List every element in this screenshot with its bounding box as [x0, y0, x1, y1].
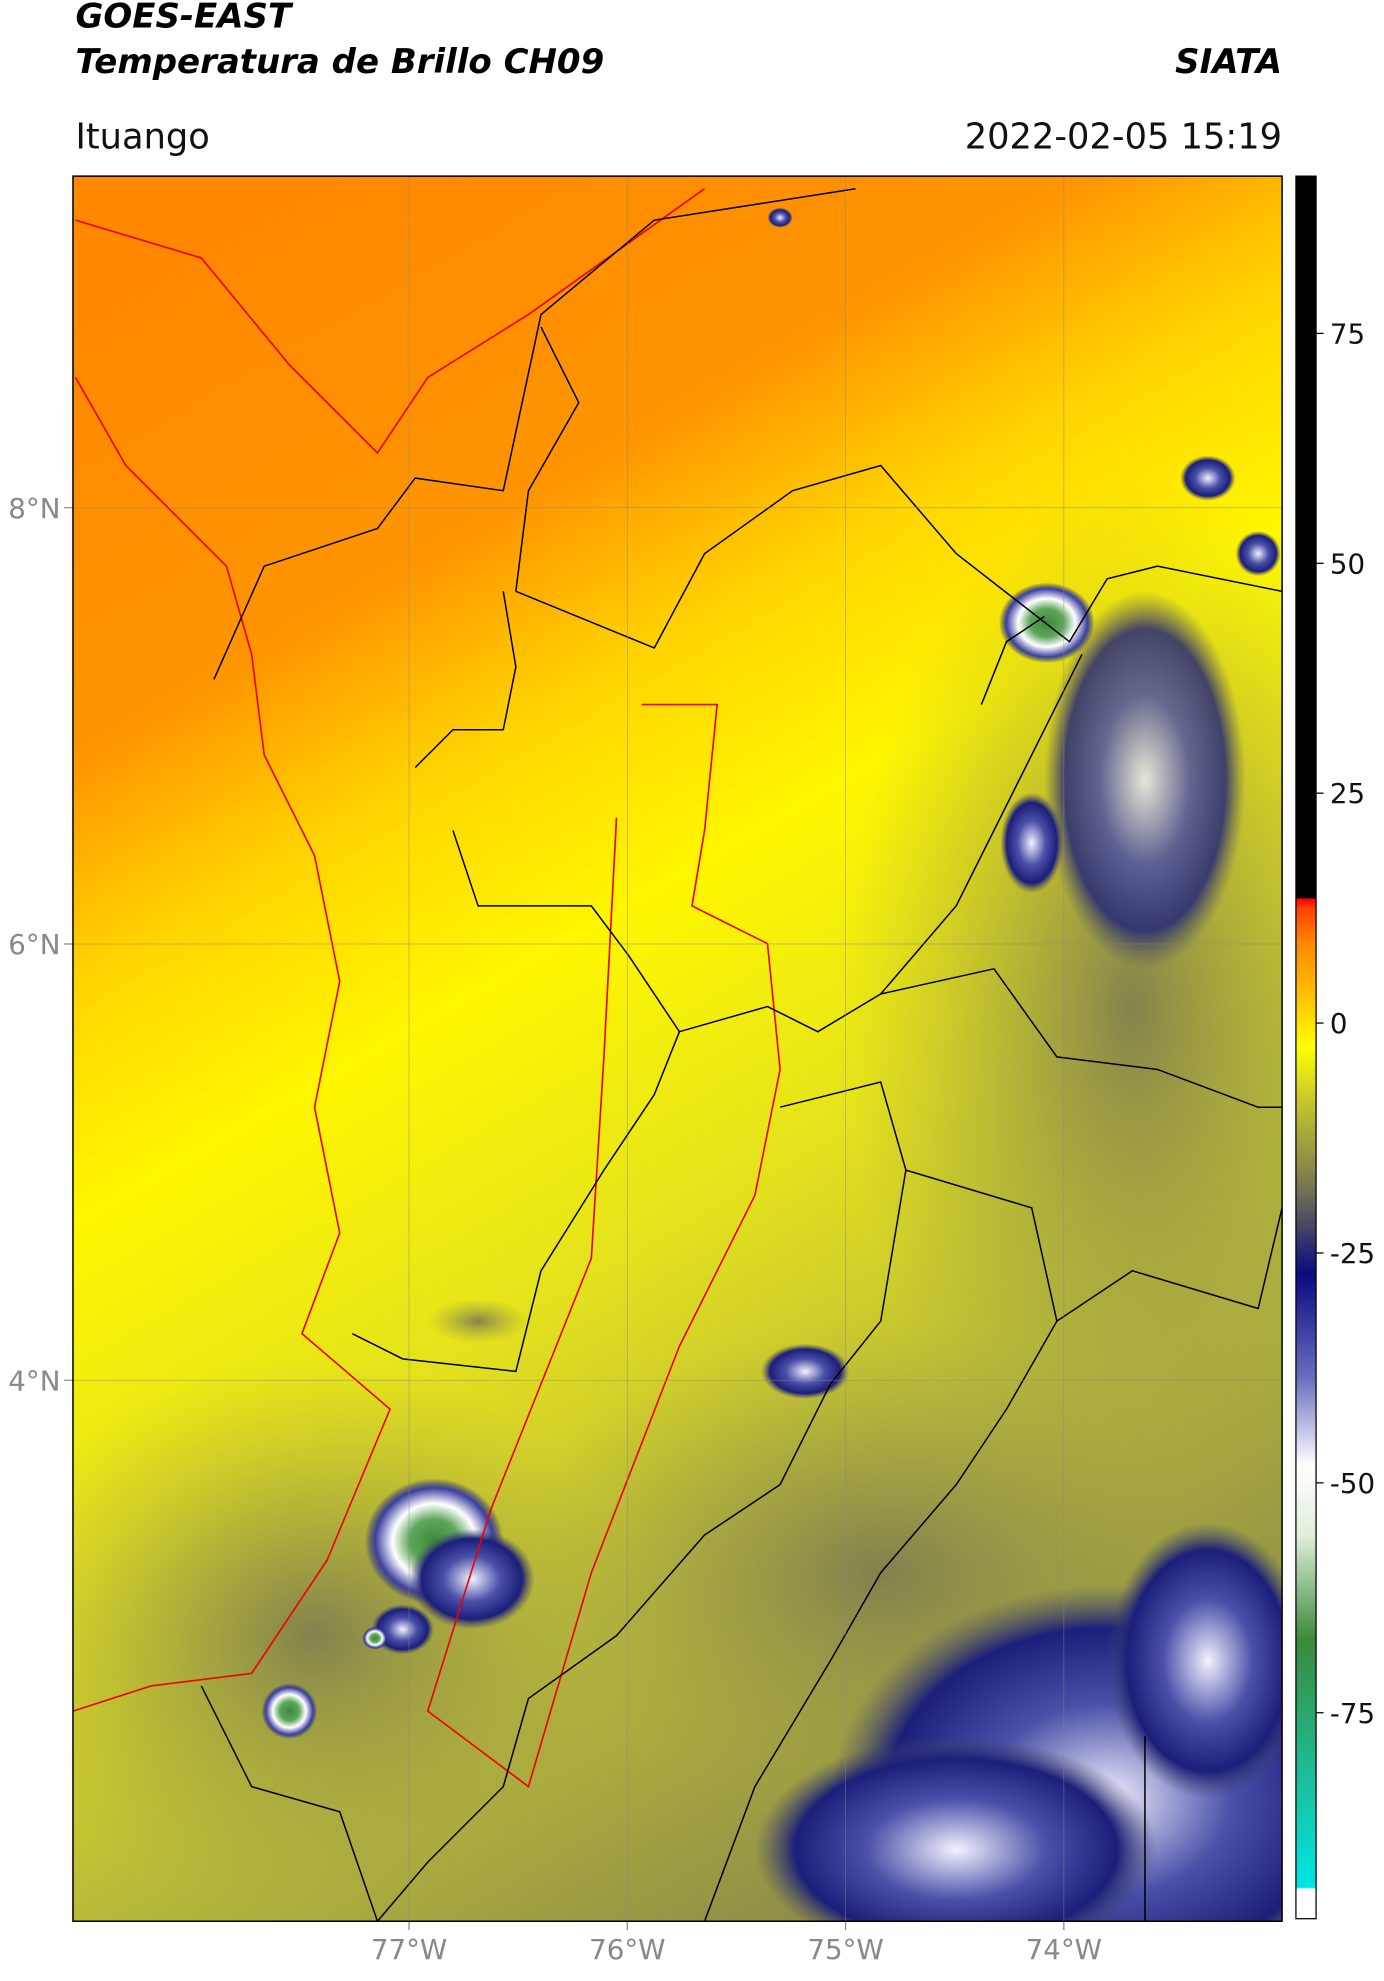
colorbar-tick-label: 50: [1330, 547, 1365, 580]
region: Ituango: [75, 116, 209, 157]
colorbar-tick-label: -25: [1330, 1237, 1375, 1270]
colorbar-tick-label: 0: [1330, 1007, 1348, 1040]
colorbar-tick-label: -50: [1330, 1467, 1375, 1500]
colorbar: [1295, 175, 1317, 1920]
y-tick-label: 4°N: [8, 1364, 60, 1397]
map-image: [72, 176, 1283, 1922]
y-tick-label: 8°N: [8, 492, 60, 525]
x-tick-label: 77°W: [371, 1933, 447, 1966]
graticule: 77°W 76°W 75°W 74°W 8°N 6°N 4°N: [8, 176, 1283, 1966]
y-tick-label: 6°N: [8, 928, 60, 961]
colorbar-ticks: 75 50 25 0 -25 -50 -75: [1316, 317, 1375, 1730]
title: GOES-EAST: [75, 0, 293, 37]
colorbar-tick-label: 75: [1330, 317, 1365, 350]
colorbar-tick-label: 25: [1330, 777, 1365, 810]
x-tick-label: 74°W: [1026, 1933, 1102, 1966]
colorbar-tick-label: -75: [1330, 1697, 1375, 1730]
subtitle: Temperatura de Brillo CH09: [75, 42, 604, 82]
map-frame: [72, 175, 1283, 1922]
source: SIATA: [1175, 42, 1282, 82]
timestamp: 2022-02-05 15:19: [965, 116, 1282, 157]
x-tick-label: 76°W: [589, 1933, 665, 1966]
x-tick-label: 75°W: [807, 1933, 883, 1966]
